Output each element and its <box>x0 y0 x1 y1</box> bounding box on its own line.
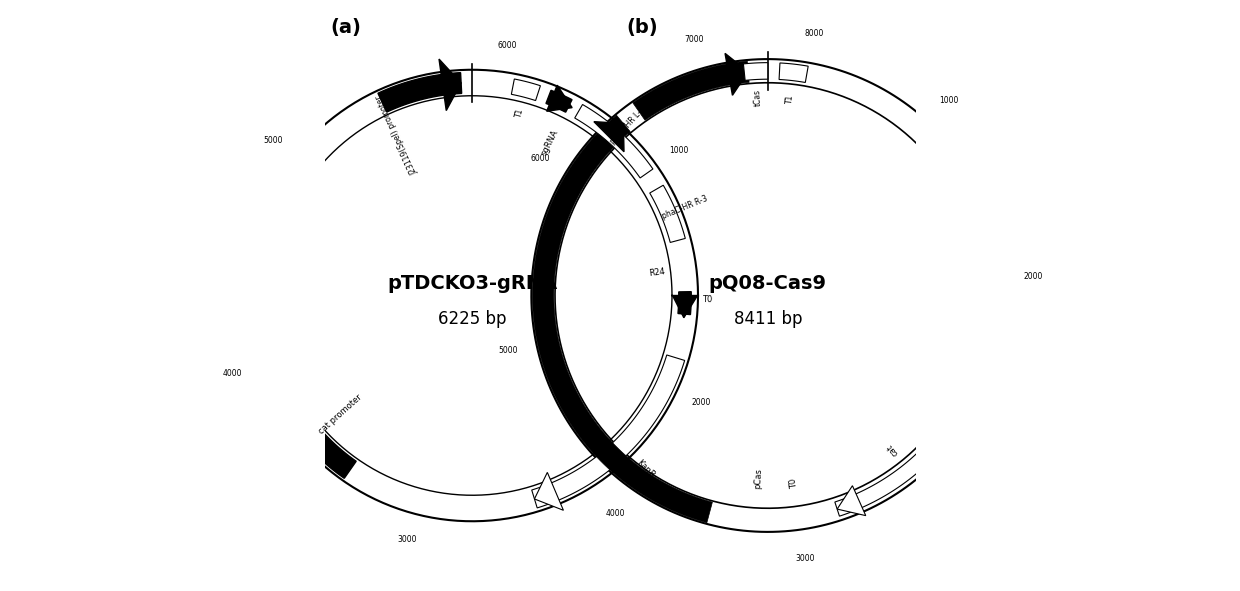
Polygon shape <box>242 296 279 316</box>
Text: pQ08-Cas9: pQ08-Cas9 <box>709 274 827 293</box>
Text: T1: T1 <box>785 93 795 104</box>
Polygon shape <box>678 292 691 314</box>
Polygon shape <box>632 61 749 120</box>
Text: 2000: 2000 <box>1023 272 1043 281</box>
Text: 1000: 1000 <box>940 96 959 106</box>
Polygon shape <box>252 296 272 345</box>
Text: R24: R24 <box>649 267 666 278</box>
Text: 5000: 5000 <box>264 135 283 145</box>
Text: 3000: 3000 <box>397 535 417 544</box>
Polygon shape <box>239 325 290 349</box>
Text: 2000: 2000 <box>691 398 711 407</box>
Polygon shape <box>532 115 712 522</box>
Polygon shape <box>546 90 572 112</box>
Text: 6000: 6000 <box>497 41 517 50</box>
Text: pTDCKO3-gRNA: pTDCKO3-gRNA <box>387 274 557 293</box>
Polygon shape <box>779 63 808 83</box>
Polygon shape <box>252 324 356 478</box>
Polygon shape <box>972 255 999 375</box>
Polygon shape <box>835 404 968 516</box>
Polygon shape <box>574 105 653 178</box>
Polygon shape <box>970 350 999 372</box>
Text: tCas: tCas <box>753 89 763 106</box>
Polygon shape <box>511 79 541 100</box>
Text: 5000: 5000 <box>498 346 517 355</box>
Text: phaC-HR L-3: phaC-HR L-3 <box>609 105 647 146</box>
Polygon shape <box>594 122 624 152</box>
Text: (a): (a) <box>330 18 361 37</box>
Text: T1: T1 <box>515 107 525 118</box>
Polygon shape <box>926 137 988 228</box>
Text: T0: T0 <box>789 477 800 489</box>
Text: 1000: 1000 <box>670 146 688 155</box>
Text: (b): (b) <box>626 18 657 37</box>
Text: 6000: 6000 <box>529 154 549 163</box>
Text: sgRNA: sgRNA <box>539 128 560 157</box>
Polygon shape <box>534 472 563 510</box>
Text: 4000: 4000 <box>605 509 625 518</box>
Polygon shape <box>547 85 572 111</box>
Text: 3000: 3000 <box>795 554 815 563</box>
Polygon shape <box>439 59 461 111</box>
Text: phaC-HR R-3: phaC-HR R-3 <box>661 194 709 221</box>
Polygon shape <box>961 202 988 226</box>
Text: 8000: 8000 <box>805 29 823 38</box>
Polygon shape <box>837 486 866 515</box>
Text: cat: cat <box>885 441 900 457</box>
Text: KanR: KanR <box>635 458 656 480</box>
Polygon shape <box>672 296 697 318</box>
Text: pCas: pCas <box>753 468 763 489</box>
Text: 7000: 7000 <box>684 35 704 44</box>
Polygon shape <box>744 63 768 80</box>
Polygon shape <box>532 355 684 508</box>
Polygon shape <box>725 53 748 95</box>
Text: 8411 bp: 8411 bp <box>734 310 802 328</box>
Text: J23119(SpeI) promoter: J23119(SpeI) promoter <box>374 93 419 176</box>
Polygon shape <box>378 73 461 112</box>
Text: 6225 bp: 6225 bp <box>438 310 506 328</box>
Text: T0: T0 <box>702 295 713 304</box>
Polygon shape <box>650 185 686 242</box>
Text: 4000: 4000 <box>222 369 242 378</box>
Text: cat promoter: cat promoter <box>317 392 363 436</box>
